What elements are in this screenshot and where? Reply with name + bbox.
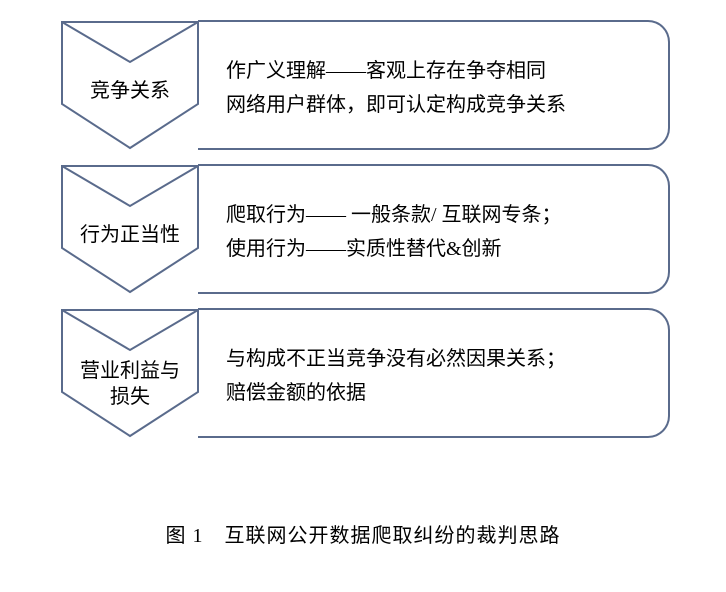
step-row-1: 竞争关系 作广义理解——客观上存在争夺相同 网络用户群体，即可认定构成竞争关系	[60, 20, 670, 150]
step-label-1: 竞争关系	[60, 78, 200, 104]
step-label-line: 营业利益与	[60, 358, 200, 384]
desc-line: 网络用户群体，即可认定构成竞争关系	[226, 88, 644, 122]
figure-caption: 图 1 互联网公开数据爬取纠纷的裁判思路	[0, 519, 726, 548]
step-desc-3: 与构成不正当竞争没有必然因果关系； 赔偿金额的依据	[198, 308, 670, 438]
step-label-line: 竞争关系	[60, 78, 200, 104]
step-desc-2: 爬取行为—— 一般条款/ 互联网专条； 使用行为——实质性替代&创新	[198, 164, 670, 294]
desc-line: 作广义理解——客观上存在争夺相同	[226, 54, 644, 88]
desc-line: 爬取行为—— 一般条款/ 互联网专条；	[226, 198, 644, 232]
step-chevron-3: 营业利益与 损失	[60, 308, 200, 438]
step-label-line: 行为正当性	[60, 222, 200, 248]
step-label-2: 行为正当性	[60, 222, 200, 248]
step-label-line: 损失	[60, 384, 200, 410]
process-diagram: 竞争关系 作广义理解——客观上存在争夺相同 网络用户群体，即可认定构成竞争关系 …	[60, 20, 670, 452]
step-label-3: 营业利益与 损失	[60, 358, 200, 410]
step-row-3: 营业利益与 损失 与构成不正当竞争没有必然因果关系； 赔偿金额的依据	[60, 308, 670, 438]
step-chevron-1: 竞争关系	[60, 20, 200, 150]
desc-line: 与构成不正当竞争没有必然因果关系；	[226, 342, 644, 376]
step-row-2: 行为正当性 爬取行为—— 一般条款/ 互联网专条； 使用行为——实质性替代&创新	[60, 164, 670, 294]
step-desc-1: 作广义理解——客观上存在争夺相同 网络用户群体，即可认定构成竞争关系	[198, 20, 670, 150]
desc-line: 使用行为——实质性替代&创新	[226, 232, 644, 266]
step-chevron-2: 行为正当性	[60, 164, 200, 294]
desc-line: 赔偿金额的依据	[226, 376, 644, 410]
